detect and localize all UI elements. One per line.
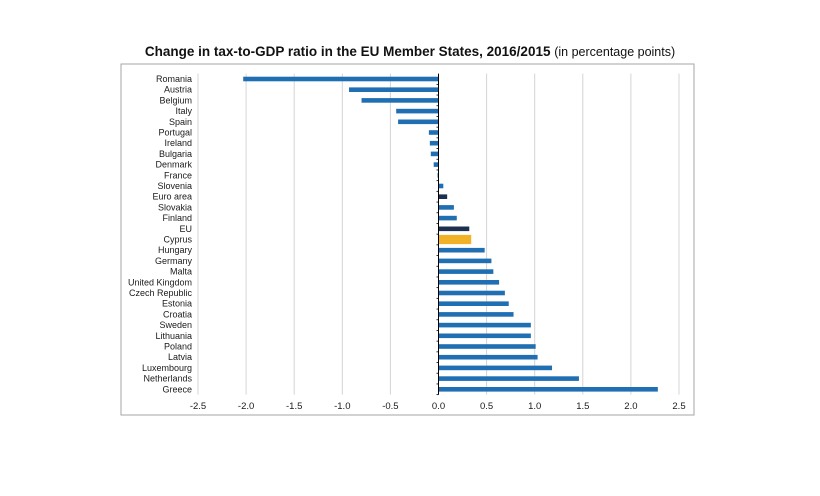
bar-greece (438, 387, 658, 392)
plot-frame (120, 63, 695, 416)
bar-belgium (361, 98, 439, 103)
category-label-finland: Finland (162, 213, 192, 223)
category-label-estonia: Estonia (162, 299, 192, 309)
bar-poland (438, 344, 536, 349)
bar-latvia (438, 354, 538, 360)
category-label-slovakia: Slovakia (158, 202, 192, 212)
category-label-portugal: Portugal (158, 128, 192, 138)
x-tick-label-8: 1.5 (576, 401, 589, 412)
x-tick-label-3: -1.0 (334, 401, 350, 412)
category-label-cyprus: Cyprus (163, 235, 192, 245)
category-label-poland: Poland (164, 342, 192, 352)
bar-portugal (428, 130, 439, 135)
category-label-latvia: Latvia (168, 352, 192, 362)
x-tick-label-9: 2.0 (624, 401, 637, 412)
bar-united-kingdom (438, 280, 500, 285)
x-tick-label-2: -1.5 (286, 401, 302, 412)
bar-cyprus (438, 234, 472, 245)
x-tick-label-1: -2.0 (238, 401, 254, 412)
x-tick-label-6: 0.5 (480, 401, 493, 412)
category-label-belgium: Belgium (159, 95, 192, 105)
category-label-lithuania: Lithuania (155, 331, 192, 341)
category-label-euro-area: Euro area (152, 192, 192, 202)
category-label-denmark: Denmark (155, 160, 192, 170)
category-label-malta: Malta (170, 267, 192, 277)
bar-luxembourg (438, 365, 553, 371)
category-label-ireland: Ireland (164, 138, 192, 148)
x-tick-label-10: 2.5 (672, 401, 685, 412)
x-tick-label-0: -2.5 (190, 401, 206, 412)
bar-denmark (433, 162, 439, 167)
x-tick-label-5: 0.0 (432, 401, 445, 412)
category-label-bulgaria: Bulgaria (159, 149, 192, 159)
bar-sweden (438, 322, 531, 328)
bar-netherlands (438, 376, 579, 381)
category-label-sweden: Sweden (159, 320, 192, 330)
x-tick-label-4: -0.5 (382, 401, 398, 412)
bar-austria (349, 87, 439, 92)
bar-italy (396, 108, 439, 114)
x-tick-label-7: 1.0 (528, 401, 541, 412)
bar-bulgaria (430, 151, 439, 157)
bar-estonia (438, 301, 509, 306)
category-label-slovenia: Slovenia (157, 181, 192, 191)
bar-lithuania (438, 333, 531, 339)
chart-subtitle: (in percentage points) (554, 45, 676, 59)
bar-euro-area (438, 194, 448, 199)
category-label-austria: Austria (164, 85, 192, 95)
bar-spain (398, 119, 439, 125)
category-label-spain: Spain (169, 117, 192, 127)
bar-romania (243, 76, 439, 82)
chart-title-main: Change in tax-to-GDP ratio in the EU Mem… (144, 44, 551, 59)
bar-hungary (438, 247, 485, 253)
chart-title: Change in tax-to-GDP ratio in the EU Mem… (0, 44, 820, 59)
category-label-france: France (164, 170, 192, 180)
category-label-croatia: Croatia (163, 309, 192, 319)
category-label-italy: Italy (175, 106, 192, 116)
bar-croatia (438, 312, 514, 317)
category-label-germany: Germany (155, 256, 193, 266)
bar-slovenia (438, 183, 444, 189)
category-label-eu: EU (179, 224, 192, 234)
bar-eu (438, 226, 470, 232)
bar-slovakia (438, 205, 454, 210)
category-label-hungary: Hungary (158, 245, 193, 255)
category-label-luxembourg: Luxembourg (142, 363, 192, 373)
bar-germany (438, 258, 492, 264)
bar-malta (438, 269, 494, 274)
category-label-united-kingdom: United Kingdom (128, 277, 192, 287)
category-label-greece: Greece (162, 384, 192, 394)
bar-ireland (429, 140, 439, 146)
category-label-romania: Romania (156, 74, 192, 84)
category-label-czech-republic: Czech Republic (129, 288, 193, 298)
bar-czech-republic (438, 290, 505, 296)
bar-finland (438, 215, 457, 221)
category-label-netherlands: Netherlands (143, 374, 192, 384)
